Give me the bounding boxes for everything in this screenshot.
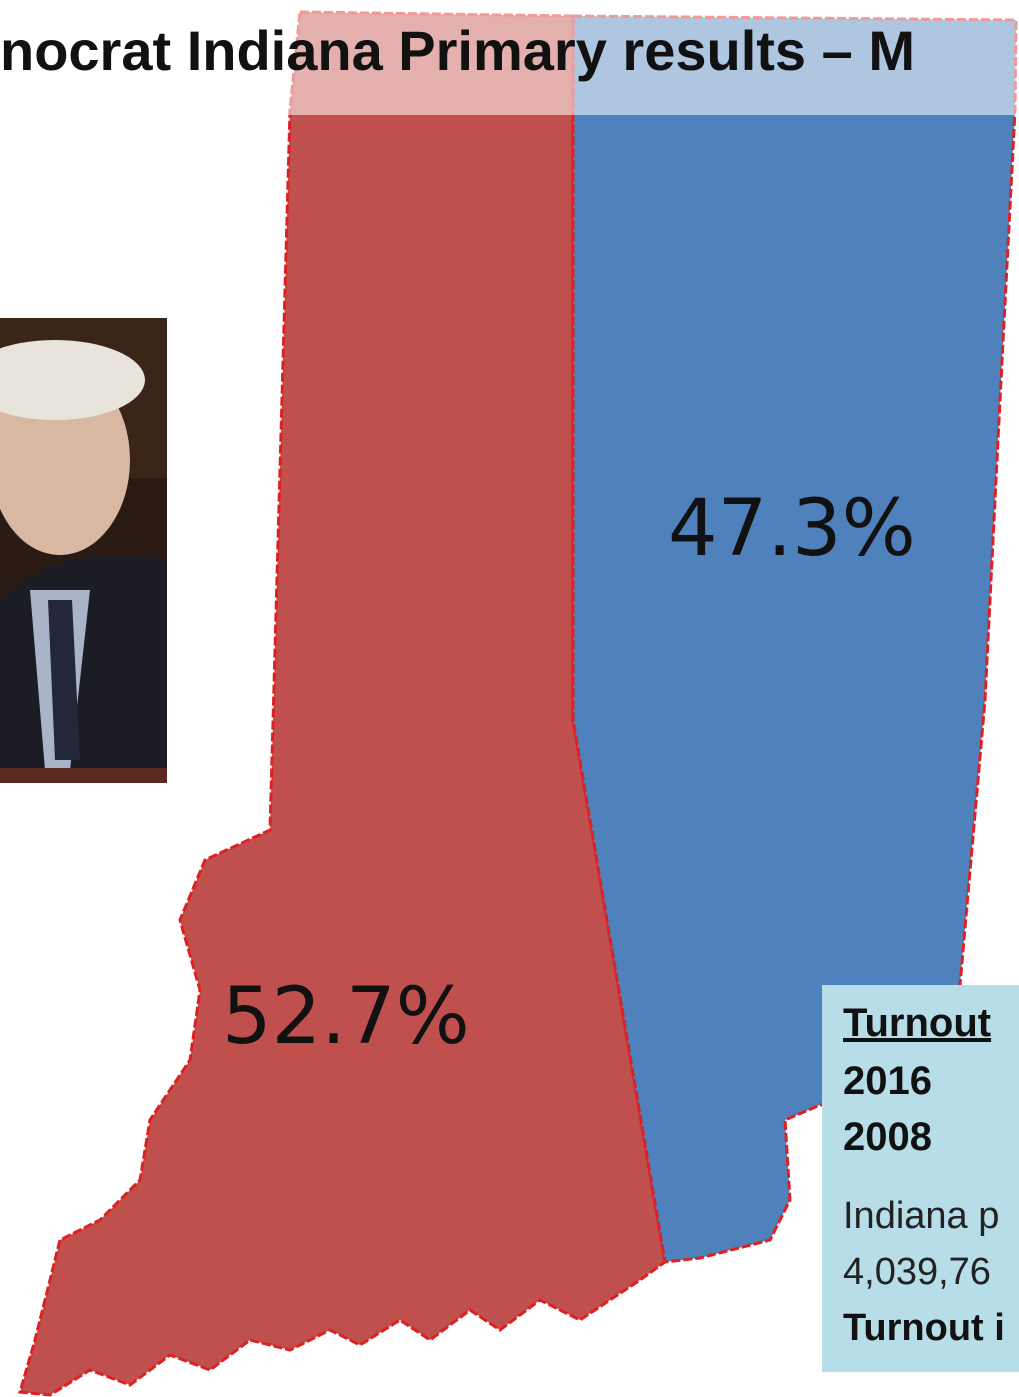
- blue-region: [571, 14, 1018, 1264]
- turnout-heading: Turnout: [843, 1001, 992, 1045]
- red-region: [18, 10, 667, 1397]
- header-band: [0, 0, 1019, 115]
- turnout-note: Turnout i: [843, 1307, 1005, 1349]
- turnout-year: 2008: [843, 1115, 932, 1159]
- photo: [0, 318, 167, 783]
- turnout-note: 4,039,76: [843, 1251, 991, 1293]
- turnout-year: 2016: [843, 1059, 932, 1103]
- turnout-box: Turnout 2016 2008 Indiana p 4,039,76 Tur…: [822, 985, 1019, 1372]
- blue-share: 47.3%: [668, 484, 916, 574]
- title: nocrat Indiana Primary results – M: [0, 19, 915, 82]
- turnout-note: Indiana p: [843, 1195, 1000, 1237]
- red-share: 52.7%: [222, 972, 470, 1062]
